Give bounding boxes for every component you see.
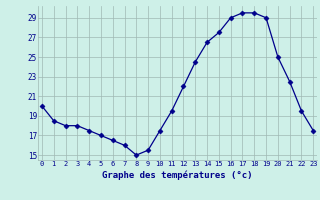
X-axis label: Graphe des températures (°c): Graphe des températures (°c) — [102, 170, 253, 180]
